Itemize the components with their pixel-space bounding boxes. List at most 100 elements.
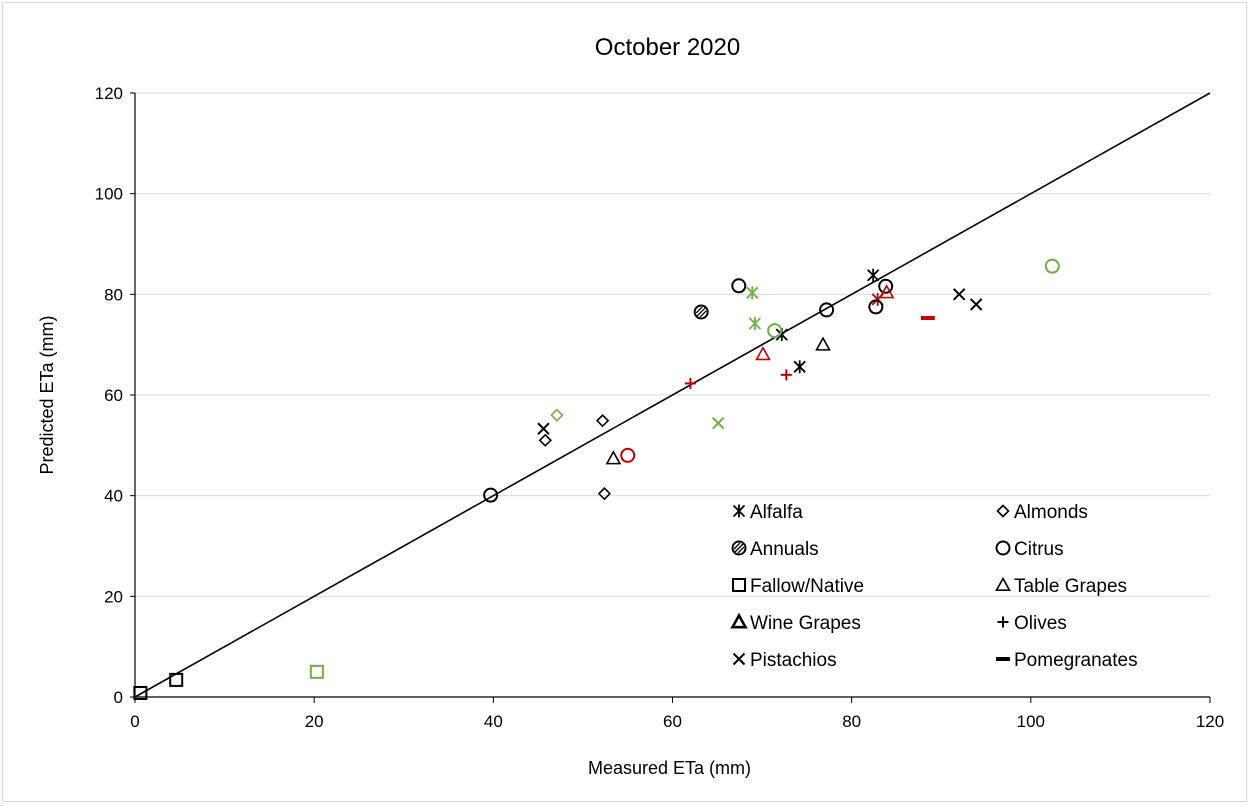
y-tick-label: 20 [104,587,123,606]
x-tick-label: 100 [1017,712,1045,731]
point-citrus [1044,258,1060,274]
dash-marker-shape [920,315,935,320]
hatch-line [733,542,741,550]
legend-marker [996,504,1010,518]
legend-marker [730,612,748,629]
x-stroke [537,422,550,435]
point-pomegranates [920,315,935,320]
legend-label: Wine Grapes [750,613,861,634]
point-pistachios [711,416,725,430]
circle-marker-shape [1044,258,1060,274]
y-tick-label: 40 [104,487,123,506]
circle-marker-shape [620,447,636,463]
point-pistachios [952,288,966,301]
tick-labels: 0 20 40 60 80 100 120 0 20 40 60 80 100 120 [95,84,1225,731]
legend-entry: Annuals [731,539,819,560]
square-marker-shape [133,685,148,700]
point-citrus [483,487,499,503]
hatch-line [737,546,745,554]
legend-label: Pistachios [750,650,837,671]
point-citrus [878,278,894,294]
hatch-line [696,307,706,317]
legend-entry: Wine Grapes [730,612,861,634]
legend: Alfalfa Almonds Annuals Citrus Fallow/Native… [730,502,1138,671]
circle-marker-shape [995,540,1011,556]
point-citrus [620,447,636,463]
legend-label: Fallow/Native [750,576,864,597]
point-olives [684,377,696,389]
square-marker-shape [169,672,184,687]
legend-entry: Citrus [995,539,1064,560]
legend-entry: Pistachios [732,650,837,671]
point-fallow-native [133,685,148,700]
x-axis-label: Measured ETa (mm) [588,758,751,778]
y-tick-label: 120 [95,84,123,103]
legend-entry: Table Grapes [995,576,1127,597]
x-tick-label: 20 [305,712,324,731]
circle-marker-shape [731,278,747,294]
legend-marker [995,540,1011,556]
x-stroke [732,652,746,666]
legend-label: Annuals [750,539,819,560]
legend-label: Almonds [1014,502,1088,523]
legend-marker [996,657,1010,661]
circle-marker-shape [767,323,783,339]
point-alfalfa [793,360,806,374]
x-tick-label: 80 [842,712,861,731]
point-olives [780,369,792,381]
point-citrus [731,278,747,294]
y-tick-label: 80 [104,285,123,304]
circle-marker-shape [483,487,499,503]
point-almonds [538,433,552,447]
triangle-marker-shape [730,612,748,629]
legend-label: Table Grapes [1014,576,1127,597]
x-stroke [952,288,966,301]
point-almonds [595,414,610,428]
x-tick-label: 40 [484,712,503,731]
legend-entry: Olives [997,613,1067,634]
legend-entry: Alfalfa [732,502,803,523]
point-alfalfa [867,268,880,282]
point-citrus [819,302,835,318]
legend-entry: Almonds [996,502,1088,523]
legend-label: Alfalfa [750,502,803,523]
x-tick-label: 120 [1196,712,1224,731]
point-almonds [550,408,564,422]
legend-marker [732,504,746,518]
point-table-grapes [815,336,831,351]
legend-marker [732,652,746,666]
one-to-one-line [134,92,1211,698]
circle-marker-shape [868,299,884,315]
point-table-grapes [605,450,622,465]
diamond-marker-shape [597,487,612,501]
diamond-marker-shape [595,414,610,428]
legend-entry: Pomegranates [996,650,1138,671]
legend-marker [995,576,1011,592]
circle-marker-shape [878,278,894,294]
point-citrus [868,299,884,315]
y-axis-label: Predicted ETa (mm) [37,315,57,474]
hatch-line [699,310,707,318]
x-stroke [969,298,983,311]
data-points [133,258,1060,700]
point-alfalfa [746,286,759,300]
legend-entry: Fallow/Native [732,576,864,597]
legend-marker [997,616,1009,628]
hatch-line [695,306,703,314]
point-annuals [693,304,709,320]
dash-marker-shape [996,657,1010,661]
y-tick-label: 60 [104,386,123,405]
legend-label: Olives [1014,613,1067,634]
triangle-marker-shape [815,336,831,351]
circle-marker-shape [819,302,835,318]
diamond-marker-shape [550,408,564,422]
hatch-line [734,543,744,553]
legend-label: Pomegranates [1014,650,1138,671]
point-fallow-native [309,664,324,679]
point-pistachios [969,298,983,311]
square-marker-shape [732,578,746,592]
diamond-marker-shape [538,433,552,447]
y-tick-label: 100 [95,185,123,204]
legend-label: Citrus [1014,539,1064,560]
point-alfalfa [748,317,762,331]
